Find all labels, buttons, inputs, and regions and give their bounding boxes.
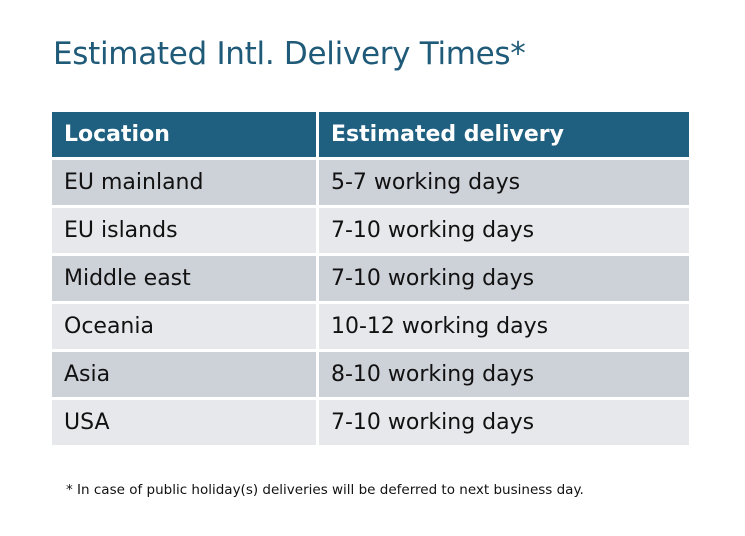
delivery-cell: 7-10 working days (319, 208, 689, 253)
delivery-cell: 5-7 working days (319, 160, 689, 205)
delivery-table: Location Estimated delivery EU mainland 5… (49, 109, 692, 448)
table-row: Asia 8-10 working days (52, 352, 689, 397)
table-row: Oceania 10-12 working days (52, 304, 689, 349)
table-row: USA 7-10 working days (52, 400, 689, 445)
table-row: EU mainland 5-7 working days (52, 160, 689, 205)
table-row: EU islands 7-10 working days (52, 208, 689, 253)
page-title: Estimated Intl. Delivery Times* (53, 36, 526, 72)
table-row: Middle east 7-10 working days (52, 256, 689, 301)
location-cell: USA (52, 400, 316, 445)
location-cell: Oceania (52, 304, 316, 349)
table-header-row: Location Estimated delivery (52, 112, 689, 157)
delivery-cell: 10-12 working days (319, 304, 689, 349)
delivery-cell: 7-10 working days (319, 400, 689, 445)
location-cell: Asia (52, 352, 316, 397)
delivery-cell: 8-10 working days (319, 352, 689, 397)
header-location: Location (52, 112, 316, 157)
header-estimated-delivery: Estimated delivery (319, 112, 689, 157)
location-cell: Middle east (52, 256, 316, 301)
location-cell: EU islands (52, 208, 316, 253)
footnote: * In case of public holiday(s) deliverie… (66, 482, 584, 498)
location-cell: EU mainland (52, 160, 316, 205)
delivery-cell: 7-10 working days (319, 256, 689, 301)
